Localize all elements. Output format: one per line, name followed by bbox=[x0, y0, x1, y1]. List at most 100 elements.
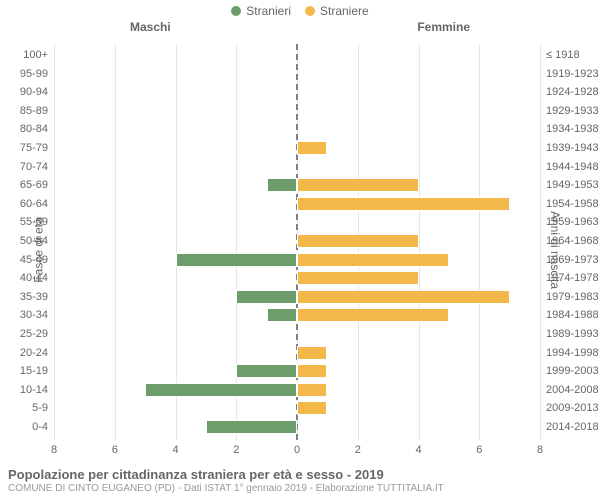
age-label: 90-94 bbox=[20, 86, 54, 98]
age-row: 95-991919-1923 bbox=[54, 67, 540, 81]
age-label: 15-19 bbox=[20, 365, 54, 377]
footer: Popolazione per cittadinanza straniera p… bbox=[8, 467, 444, 494]
female-swatch bbox=[305, 6, 315, 16]
footer-title: Popolazione per cittadinanza straniera p… bbox=[8, 467, 444, 482]
age-label: 20-24 bbox=[20, 347, 54, 359]
age-row: 100+≤ 1918 bbox=[54, 48, 540, 62]
bar-female bbox=[297, 141, 327, 155]
x-tick-label: 8 bbox=[537, 440, 543, 456]
footer-subtitle: COMUNE DI CINTO EUGANEO (PD) - Dati ISTA… bbox=[8, 483, 444, 494]
bar-female bbox=[297, 308, 449, 322]
age-row: 45-491969-1973 bbox=[54, 253, 540, 267]
birth-year-label: 1934-1938 bbox=[540, 123, 599, 135]
age-label: 0-4 bbox=[32, 421, 54, 433]
bar-male bbox=[145, 383, 297, 397]
legend-male-label: Stranieri bbox=[246, 4, 291, 18]
x-tick-label: 8 bbox=[51, 440, 57, 456]
legend-female-label: Straniere bbox=[320, 4, 369, 18]
title-female: Femmine bbox=[417, 20, 470, 34]
age-label: 80-84 bbox=[20, 123, 54, 135]
birth-year-label: 1969-1973 bbox=[540, 254, 599, 266]
birth-year-label: 1954-1958 bbox=[540, 198, 599, 210]
birth-year-label: 2009-2013 bbox=[540, 402, 599, 414]
bar-male bbox=[267, 178, 297, 192]
age-row: 60-641954-1958 bbox=[54, 197, 540, 211]
age-row: 55-591959-1963 bbox=[54, 215, 540, 229]
pyramid-chart: 864202468100+≤ 191895-991919-192390-9419… bbox=[54, 44, 540, 440]
age-row: 25-291989-1993 bbox=[54, 327, 540, 341]
age-label: 40-44 bbox=[20, 272, 54, 284]
age-row: 20-241994-1998 bbox=[54, 346, 540, 360]
age-row: 35-391979-1983 bbox=[54, 290, 540, 304]
age-row: 70-741944-1948 bbox=[54, 160, 540, 174]
title-male: Maschi bbox=[130, 20, 171, 34]
age-label: 5-9 bbox=[32, 402, 54, 414]
bar-male bbox=[236, 364, 297, 378]
age-label: 60-64 bbox=[20, 198, 54, 210]
age-label: 30-34 bbox=[20, 309, 54, 321]
age-label: 70-74 bbox=[20, 161, 54, 173]
x-tick-label: 0 bbox=[294, 440, 300, 456]
age-label: 35-39 bbox=[20, 291, 54, 303]
bar-female bbox=[297, 290, 510, 304]
x-tick-label: 2 bbox=[233, 440, 239, 456]
age-row: 40-441974-1978 bbox=[54, 271, 540, 285]
bar-female bbox=[297, 401, 327, 415]
birth-year-label: 1984-1988 bbox=[540, 309, 599, 321]
birth-year-label: 1974-1978 bbox=[540, 272, 599, 284]
birth-year-label: 1964-1968 bbox=[540, 235, 599, 247]
age-label: 10-14 bbox=[20, 384, 54, 396]
age-row: 15-191999-2003 bbox=[54, 364, 540, 378]
x-tick-label: 2 bbox=[355, 440, 361, 456]
legend: Stranieri Straniere bbox=[0, 0, 600, 18]
age-row: 85-891929-1933 bbox=[54, 104, 540, 118]
bar-male bbox=[176, 253, 298, 267]
birth-year-label: 1989-1993 bbox=[540, 328, 599, 340]
legend-female: Straniere bbox=[305, 4, 369, 18]
age-label: 75-79 bbox=[20, 142, 54, 154]
birth-year-label: 1944-1948 bbox=[540, 161, 599, 173]
bar-female bbox=[297, 364, 327, 378]
birth-year-label: 2004-2008 bbox=[540, 384, 599, 396]
age-label: 50-54 bbox=[20, 235, 54, 247]
bar-male bbox=[267, 308, 297, 322]
male-swatch bbox=[231, 6, 241, 16]
age-row: 5-92009-2013 bbox=[54, 401, 540, 415]
bar-female bbox=[297, 197, 510, 211]
x-tick-label: 4 bbox=[415, 440, 421, 456]
bar-male bbox=[236, 290, 297, 304]
x-tick-label: 4 bbox=[172, 440, 178, 456]
age-row: 50-541964-1968 bbox=[54, 234, 540, 248]
birth-year-label: 1929-1933 bbox=[540, 105, 599, 117]
age-row: 10-142004-2008 bbox=[54, 383, 540, 397]
birth-year-label: 1999-2003 bbox=[540, 365, 599, 377]
birth-year-label: 1994-1998 bbox=[540, 347, 599, 359]
age-label: 95-99 bbox=[20, 68, 54, 80]
age-row: 75-791939-1943 bbox=[54, 141, 540, 155]
bar-male bbox=[206, 420, 297, 434]
bar-female bbox=[297, 234, 419, 248]
age-label: 65-69 bbox=[20, 179, 54, 191]
birth-year-label: 2014-2018 bbox=[540, 421, 599, 433]
age-label: 25-29 bbox=[20, 328, 54, 340]
age-row: 0-42014-2018 bbox=[54, 420, 540, 434]
birth-year-label: 1959-1963 bbox=[540, 216, 599, 228]
birth-year-label: 1949-1953 bbox=[540, 179, 599, 191]
birth-year-label: 1924-1928 bbox=[540, 86, 599, 98]
age-row: 80-841934-1938 bbox=[54, 122, 540, 136]
birth-year-label: 1979-1983 bbox=[540, 291, 599, 303]
age-row: 90-941924-1928 bbox=[54, 85, 540, 99]
legend-male: Stranieri bbox=[231, 4, 291, 18]
birth-year-label: ≤ 1918 bbox=[540, 49, 580, 61]
bar-female bbox=[297, 346, 327, 360]
bar-female bbox=[297, 178, 419, 192]
x-tick-label: 6 bbox=[112, 440, 118, 456]
bar-female bbox=[297, 271, 419, 285]
age-label: 100+ bbox=[23, 49, 54, 61]
x-tick-label: 6 bbox=[476, 440, 482, 456]
age-label: 55-59 bbox=[20, 216, 54, 228]
bar-female bbox=[297, 383, 327, 397]
gender-titles: Maschi Femmine bbox=[0, 20, 600, 34]
birth-year-label: 1919-1923 bbox=[540, 68, 599, 80]
age-label: 45-49 bbox=[20, 254, 54, 266]
